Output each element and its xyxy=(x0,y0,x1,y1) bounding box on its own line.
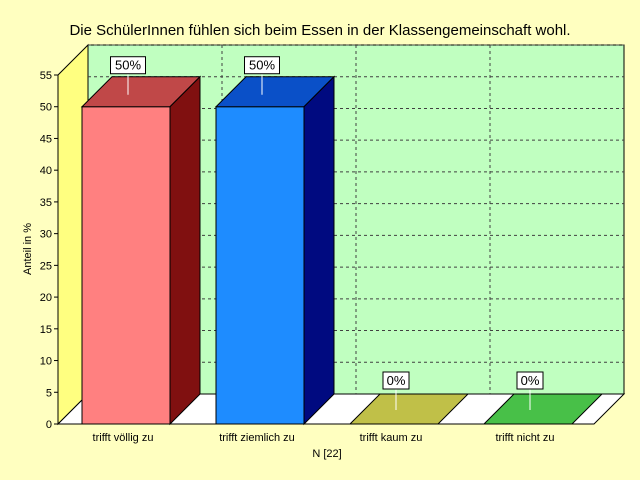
data-label: 0% xyxy=(521,373,540,388)
bar-side xyxy=(303,75,335,426)
y-tick-label: 55 xyxy=(40,70,52,82)
y-tick-label: 0 xyxy=(46,419,52,431)
x-axis-label: N [22] xyxy=(312,448,341,460)
bar-zero-floor xyxy=(348,393,470,425)
y-tick-label: 40 xyxy=(40,165,52,177)
bar-side xyxy=(169,75,201,426)
y-tick-label: 30 xyxy=(40,229,52,241)
x-category-label: trifft nicht zu xyxy=(495,432,554,444)
y-tick-label: 20 xyxy=(40,292,52,304)
y-tick-label: 25 xyxy=(40,260,52,272)
x-category-label: trifft völlig zu xyxy=(93,432,154,444)
data-label-box xyxy=(110,56,146,75)
bars xyxy=(80,75,604,426)
bar-front xyxy=(81,106,171,425)
category-labels: trifft völlig zu trifft ziemlich zu trifft… xyxy=(93,432,555,444)
y-axis: 0 5 10 15 20 25 30 35 40 45 50 55 xyxy=(40,70,59,431)
data-label-box xyxy=(516,371,544,390)
bar-zero-floor xyxy=(482,393,604,425)
y-tick-label: 10 xyxy=(40,356,52,368)
data-label: 50% xyxy=(249,58,275,73)
data-label-box xyxy=(244,56,280,75)
y-tick-label: 35 xyxy=(40,197,52,209)
y-tick-label: 45 xyxy=(40,133,52,145)
chart-title: Die SchülerInnen fühlen sich beim Essen … xyxy=(69,22,570,39)
data-labels: 50% 50% 0% 0% xyxy=(110,56,544,410)
y-tick-label: 5 xyxy=(46,387,52,399)
y-tick-label: 50 xyxy=(40,102,52,114)
x-category-label: trifft kaum zu xyxy=(360,432,423,444)
x-category-label: trifft ziemlich zu xyxy=(219,432,295,444)
grid-lines xyxy=(88,44,624,394)
y-axis-label: Anteil in % xyxy=(22,223,34,275)
data-label: 0% xyxy=(387,373,406,388)
y-tick-label: 15 xyxy=(40,324,52,336)
data-label: 50% xyxy=(115,58,141,73)
data-label-box xyxy=(382,371,410,390)
bar-front xyxy=(215,106,305,425)
